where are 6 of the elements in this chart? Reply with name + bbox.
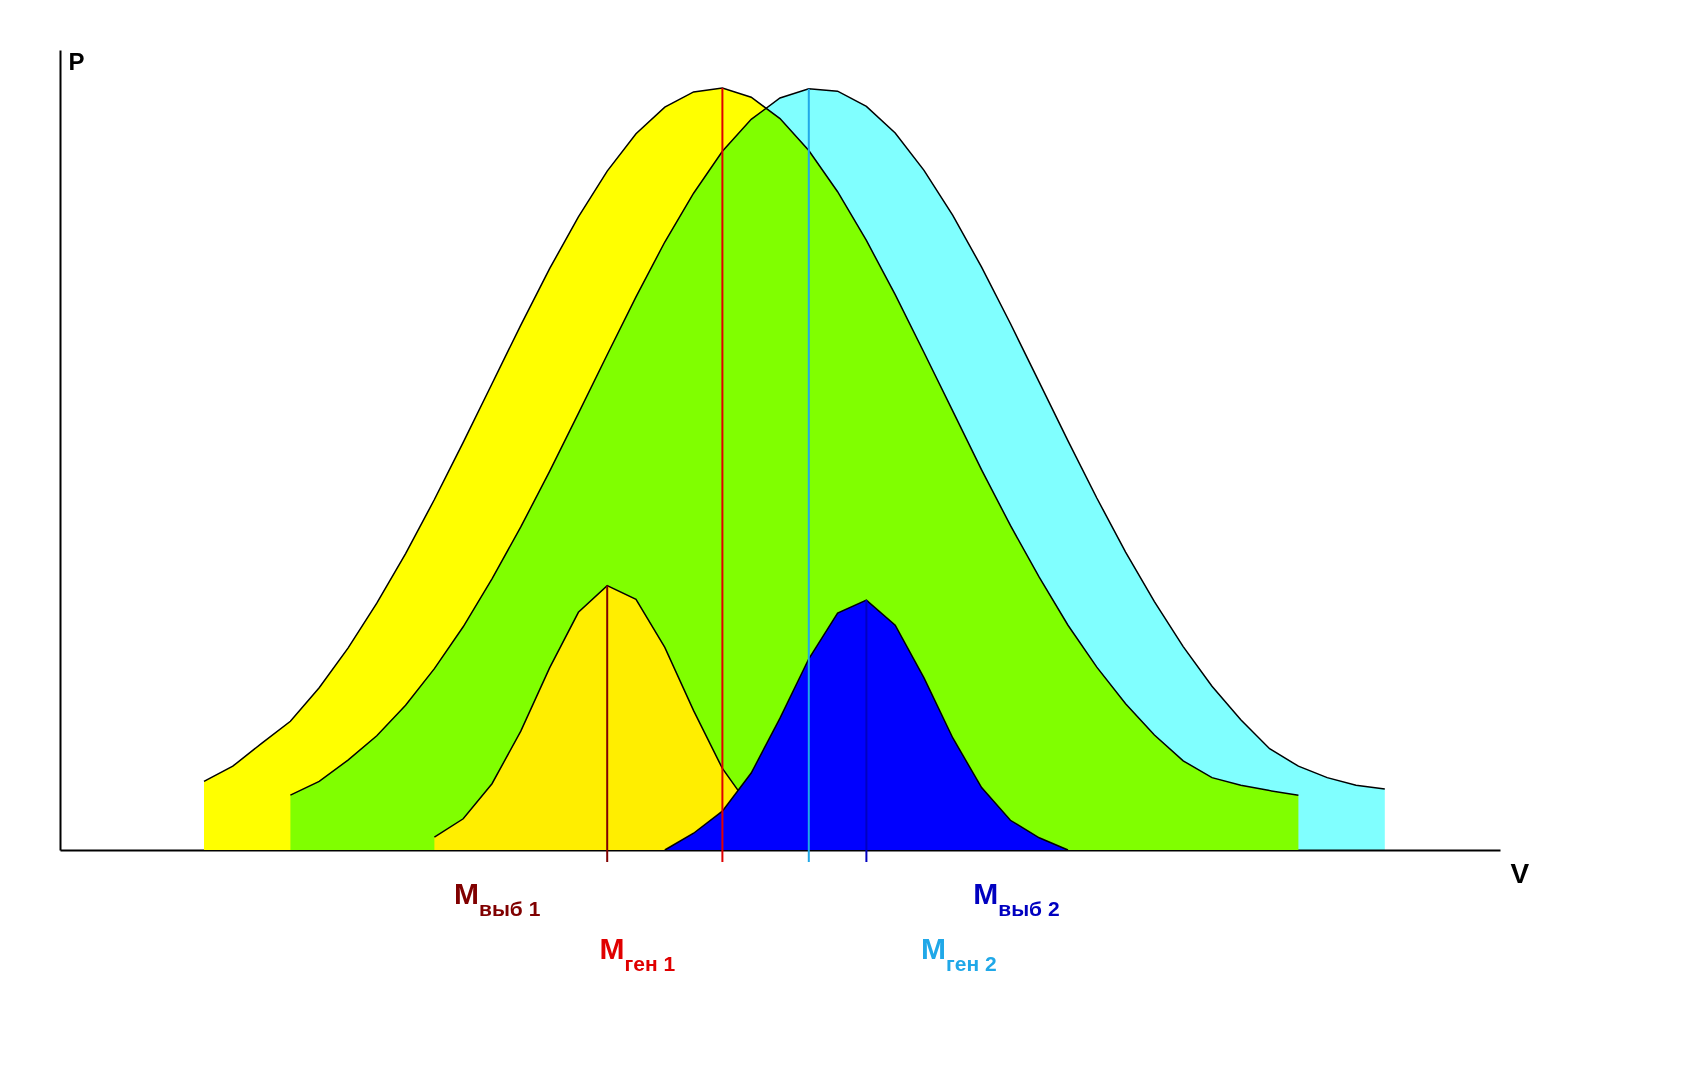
text: M$_{ген 2}$ [920, 932, 997, 975]
x-axis-title: V [1510, 857, 1530, 889]
y-axis-title: P [68, 47, 85, 75]
text: M$_{ген 1}$ [599, 932, 676, 975]
text: M$_{выб 1}$ [454, 877, 541, 920]
text: M$_{выб 2}$ [973, 877, 1060, 920]
